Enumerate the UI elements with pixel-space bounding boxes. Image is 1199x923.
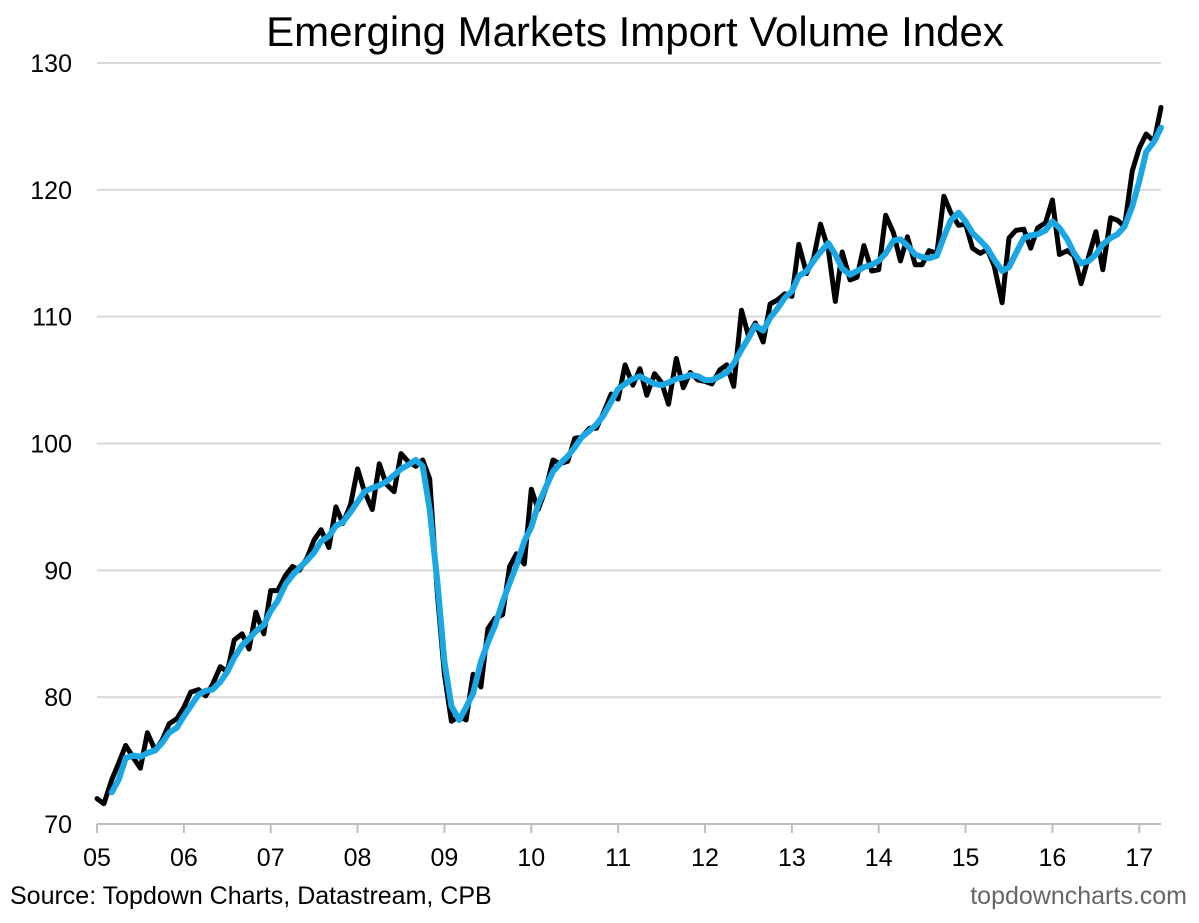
x-tick-label: 06 — [170, 844, 198, 872]
x-tick-label: 15 — [952, 844, 980, 872]
gridlines — [97, 62, 1161, 699]
y-tick-label: 110 — [32, 304, 72, 332]
x-tick-label: 14 — [865, 844, 893, 872]
y-axis-tick-labels: 70 80 90 100 110 120 130 — [30, 50, 72, 839]
y-tick-label: 80 — [44, 684, 72, 712]
series-line-blue — [108, 124, 1164, 796]
x-tick-label: 11 — [605, 844, 631, 872]
series-lines — [94, 104, 1164, 807]
x-tick-label: 07 — [257, 844, 285, 872]
x-tick-label: 17 — [1125, 844, 1153, 872]
y-tick-label: 90 — [44, 557, 72, 585]
series-line-black — [94, 104, 1164, 807]
x-tick-label: 05 — [83, 844, 111, 872]
x-tick-label: 10 — [517, 844, 545, 872]
axes — [96, 823, 1161, 833]
y-tick-label: 100 — [30, 431, 72, 459]
source-note: Source: Topdown Charts, Datastream, CPB — [10, 882, 492, 910]
brand-watermark: topdowncharts.com — [970, 882, 1187, 910]
x-tick-label: 08 — [344, 844, 372, 872]
x-tick-label: 12 — [691, 844, 719, 872]
x-tick-label: 09 — [431, 844, 459, 872]
x-tick-label: 13 — [778, 844, 806, 872]
y-tick-label: 130 — [30, 50, 72, 78]
x-tick-label: 16 — [1039, 844, 1067, 872]
y-tick-label: 120 — [30, 177, 72, 205]
y-tick-label: 70 — [44, 811, 72, 839]
x-axis-tick-labels: 05 06 07 08 09 10 11 12 13 14 15 16 17 — [83, 844, 1153, 872]
chart-title: Emerging Markets Import Volume Index — [266, 8, 1004, 55]
